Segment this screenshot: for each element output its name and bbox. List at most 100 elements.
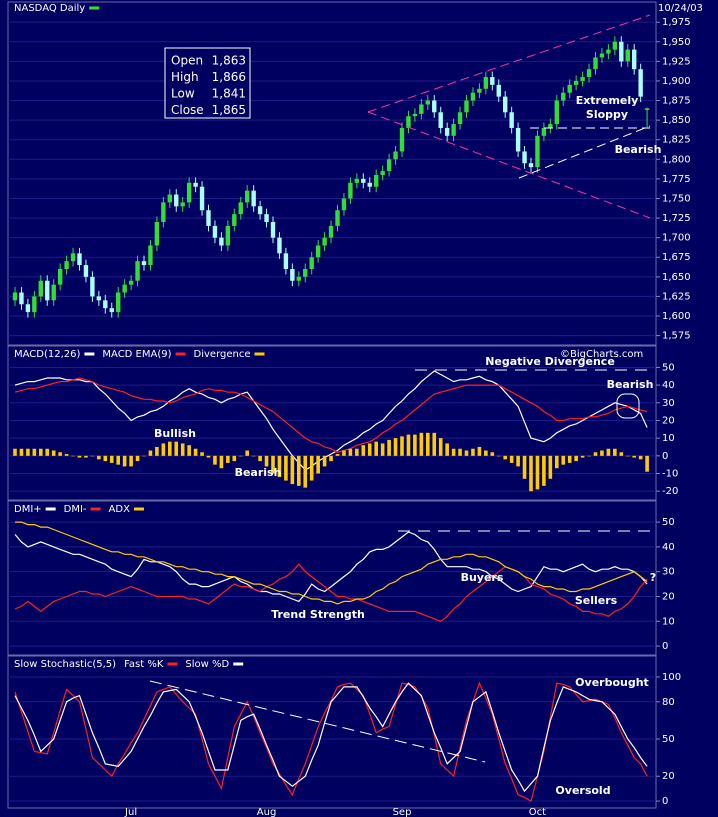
- histogram-bar: [490, 452, 495, 456]
- candle-body: [225, 225, 231, 246]
- lower-trendline: [367, 111, 651, 219]
- histogram-bar: [90, 455, 95, 457]
- panel-title: Slow Stochastic(5,5): [14, 659, 116, 670]
- histogram-bar: [535, 455, 540, 490]
- candle-body: [167, 194, 172, 203]
- histogram-bar: [103, 455, 108, 462]
- histogram-bar: [51, 450, 56, 456]
- chart-date: 10/24/03: [658, 3, 703, 14]
- histogram-bar: [406, 434, 411, 456]
- candle-body: [561, 92, 566, 101]
- candle-body: [141, 261, 147, 266]
- histogram-bar: [226, 455, 230, 463]
- candle-body: [593, 57, 598, 70]
- histogram-bar: [329, 455, 333, 462]
- annotation: Bullish: [154, 427, 196, 440]
- annotation: Extremely: [576, 94, 639, 107]
- legend-label: Fast %K: [124, 659, 164, 670]
- histogram-bar: [129, 455, 133, 467]
- histogram-bar: [496, 455, 501, 457]
- histogram-bar: [367, 443, 372, 456]
- histogram-bar: [438, 438, 443, 456]
- candle-body: [541, 127, 547, 136]
- annotation: Sellers: [575, 594, 618, 607]
- stochastic-trendline: [149, 680, 486, 763]
- candle-body: [361, 178, 366, 183]
- ohlc-label: High: [171, 70, 199, 84]
- histogram-bar: [316, 455, 320, 474]
- candle-body: [567, 84, 572, 93]
- bearish-circle: [616, 393, 640, 419]
- histogram-bar: [97, 455, 101, 460]
- histogram-bar: [464, 450, 469, 456]
- y-tick-label: 1,600: [662, 311, 691, 322]
- candle-body: [25, 304, 31, 313]
- candle-body: [374, 174, 379, 187]
- price-frame: [7, 1, 657, 346]
- candle-body: [32, 296, 37, 313]
- candle-body: [503, 96, 508, 113]
- candle-body: [554, 100, 559, 125]
- y-tick-label: 20: [662, 415, 675, 426]
- histogram-bar: [309, 455, 314, 481]
- histogram-bar: [200, 452, 204, 456]
- candle-body: [425, 100, 430, 105]
- histogram-bar: [342, 450, 346, 456]
- candle-body: [638, 69, 643, 97]
- y-tick-label: 50: [662, 517, 675, 528]
- annotation: Trend Strength: [271, 608, 365, 621]
- histogram-bar: [348, 448, 353, 456]
- plots: 1,975 1,950 1,925 1,900 1,875 1,850 1,825 1,800…: [8, 3, 703, 817]
- candle-body: [632, 49, 637, 70]
- x-tick-label: Oct: [529, 807, 546, 817]
- histogram-bar: [593, 452, 598, 456]
- histogram-bar: [193, 448, 198, 456]
- candle-body: [122, 284, 127, 293]
- y-tick-label: 30: [662, 398, 675, 409]
- legend-label: MACD EMA(9): [102, 349, 171, 360]
- legend-label: MACD(12,26): [14, 349, 81, 360]
- histogram-bar: [503, 455, 507, 460]
- candle-body: [83, 265, 89, 277]
- candle-body: [309, 257, 314, 269]
- series-line: [14, 681, 648, 803]
- x-tick-label: Aug: [257, 807, 277, 817]
- candle-body: [64, 261, 69, 269]
- histogram-bar: [606, 448, 611, 456]
- histogram-bar: [335, 454, 340, 456]
- histogram-bar: [600, 450, 604, 456]
- candle-body: [464, 100, 469, 113]
- y-tick-label: 50: [662, 734, 675, 745]
- candle-body: [70, 253, 76, 262]
- y-tick-label: 20: [662, 771, 675, 782]
- y-tick-label: 1,850: [662, 115, 691, 126]
- series-line: [15, 521, 648, 605]
- y-tick-label: 1,800: [662, 154, 691, 165]
- histogram-bar: [361, 445, 366, 456]
- candle-body: [148, 245, 153, 266]
- candle-body: [535, 135, 540, 168]
- y-tick-label: 1,975: [662, 17, 691, 28]
- candle-body: [335, 210, 340, 226]
- candle-body: [580, 77, 585, 81]
- y-tick-label: 100: [662, 672, 681, 683]
- histogram-bar: [122, 455, 127, 467]
- annotation: ?: [650, 571, 656, 584]
- histogram-bar: [297, 455, 301, 486]
- histogram-bar: [271, 455, 275, 474]
- histogram-bar: [619, 452, 624, 456]
- y-tick-label: 1,825: [662, 135, 691, 146]
- candle-body: [612, 41, 618, 50]
- annotation: Oversold: [555, 784, 610, 797]
- candle-body: [270, 221, 276, 238]
- candle-body: [412, 113, 418, 117]
- series-line: [14, 377, 648, 453]
- y-tick-label: 1,625: [662, 291, 691, 302]
- candle-body: [90, 276, 95, 297]
- series-line: [14, 370, 648, 471]
- histogram-bar: [174, 441, 179, 456]
- y-tick-label: 0: [662, 796, 668, 807]
- annotation: Bearish: [607, 378, 654, 391]
- histogram-bar: [19, 448, 24, 456]
- candle-body: [419, 104, 424, 114]
